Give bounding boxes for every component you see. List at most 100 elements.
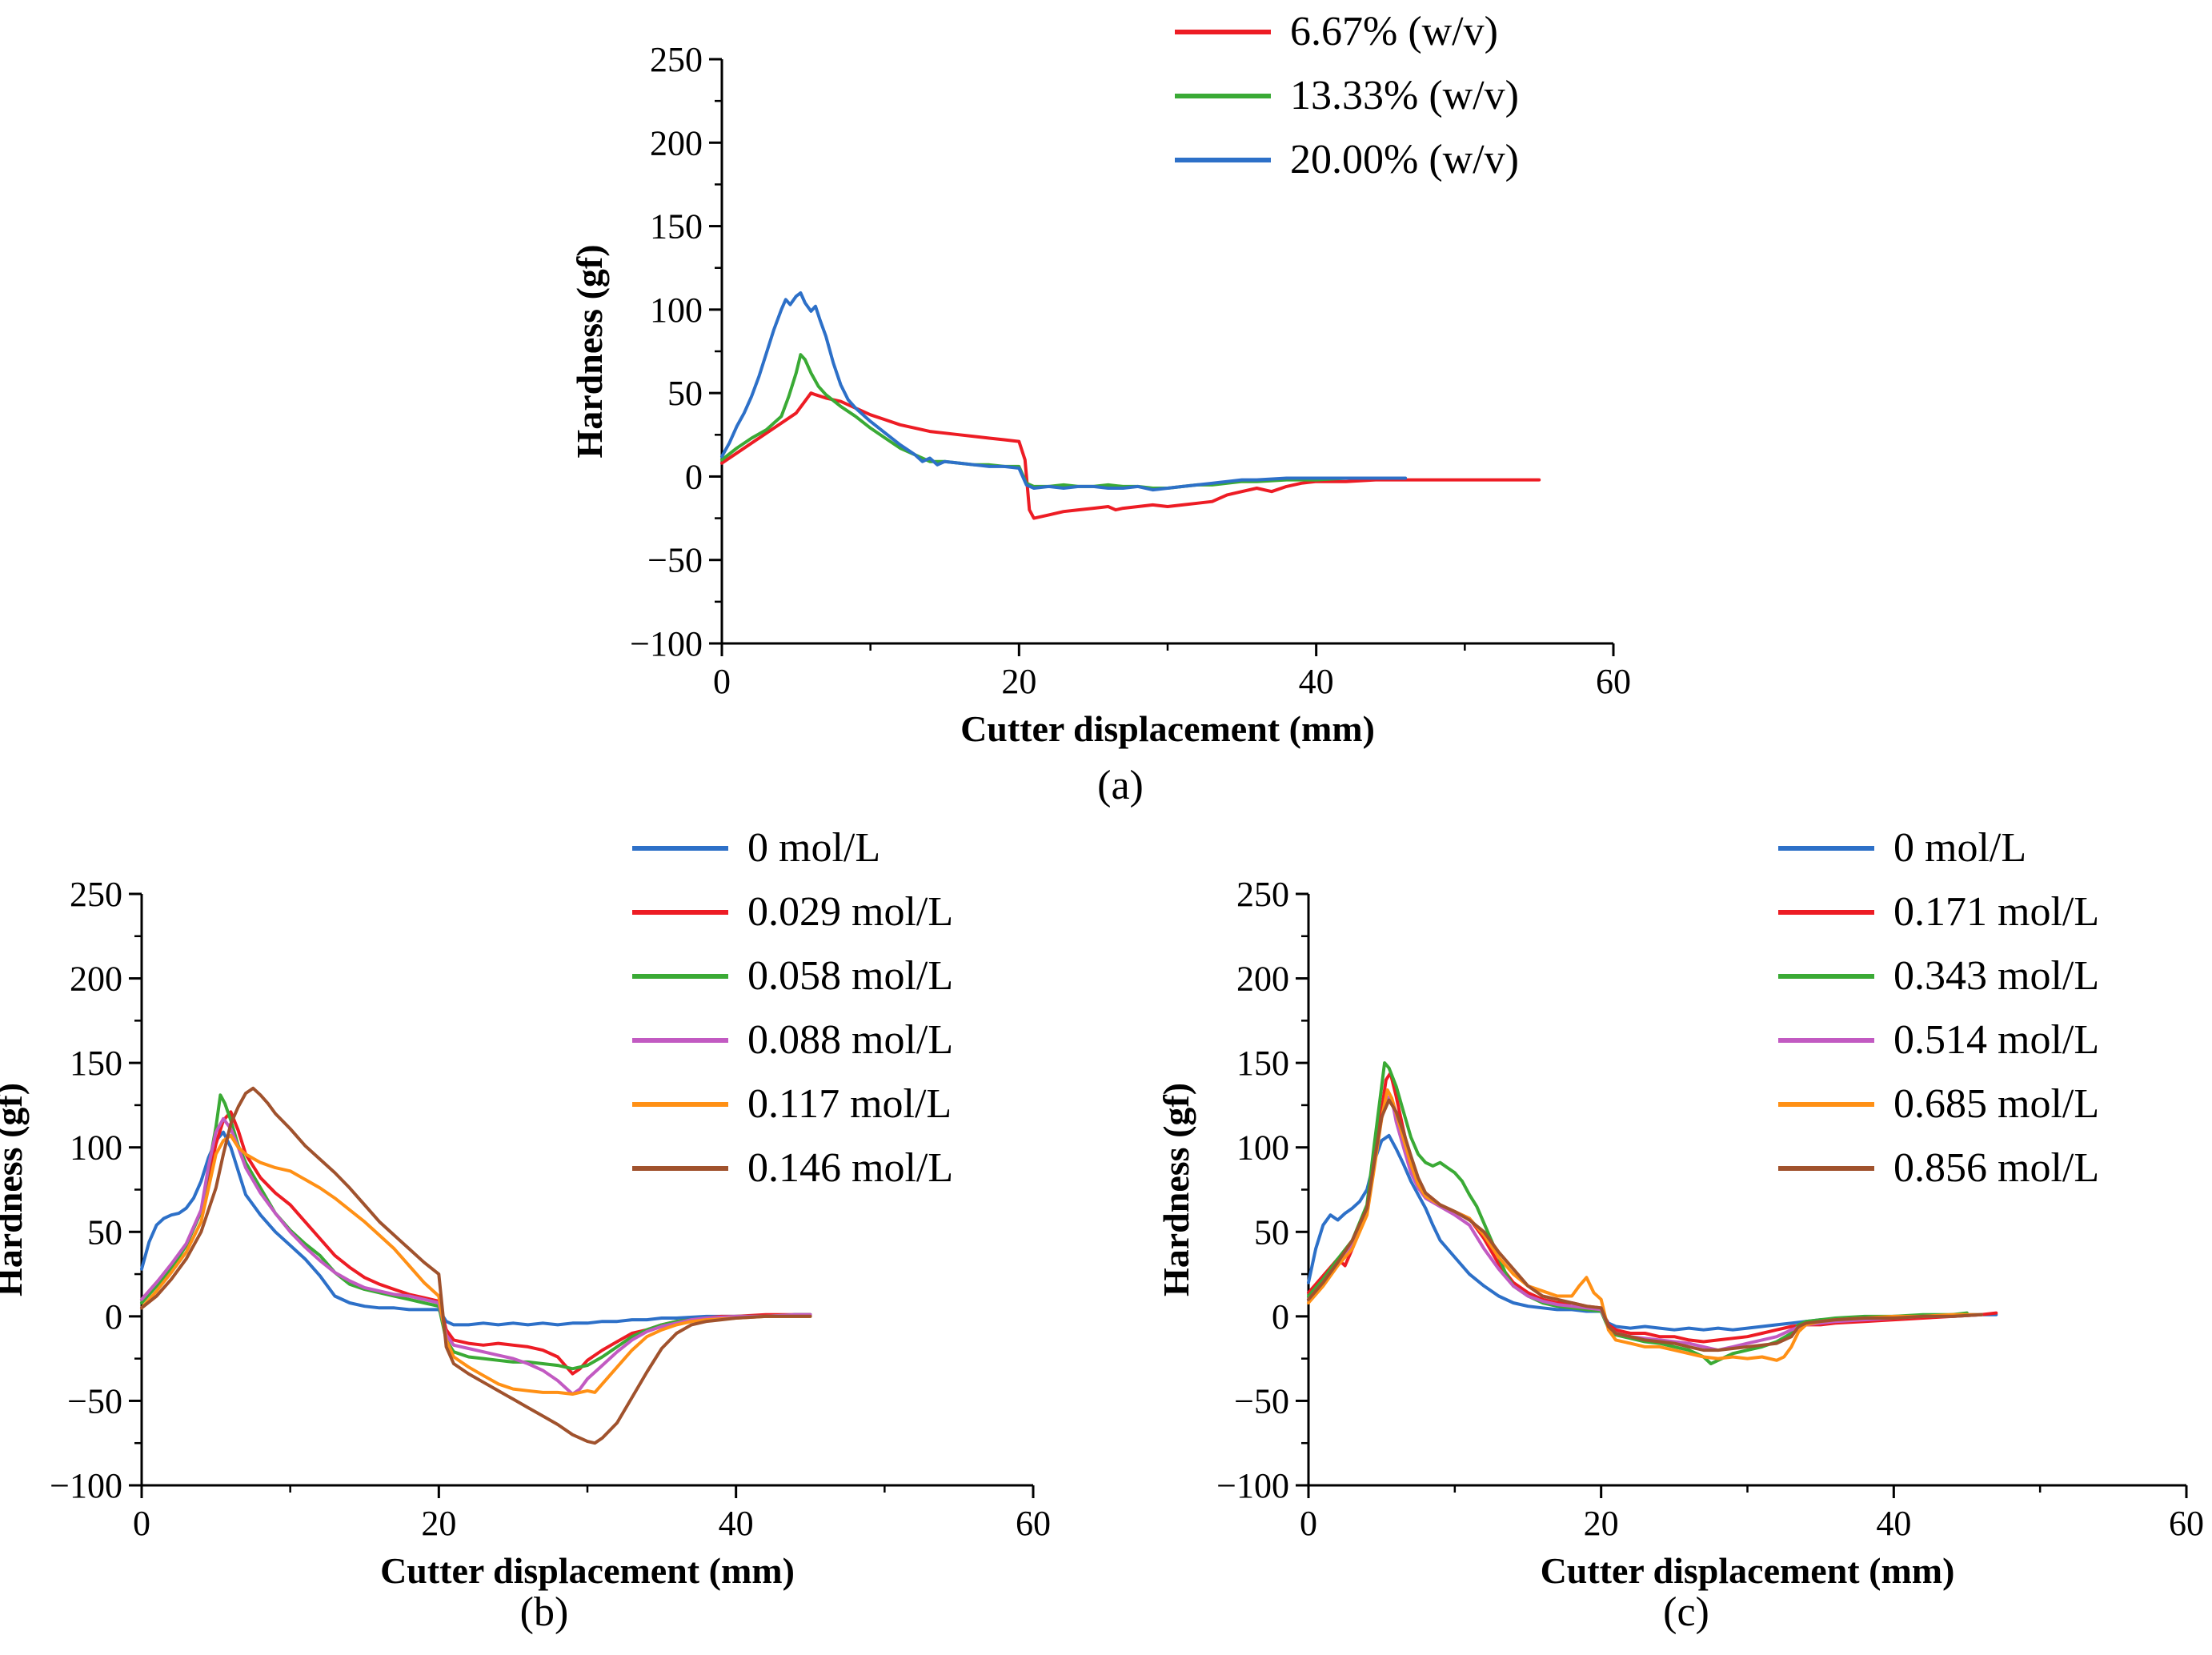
y-tick-label: 200 <box>70 960 122 999</box>
legend-line-swatch <box>632 974 728 979</box>
y-tick-label: −100 <box>630 624 703 663</box>
legend-label: 0.058 mol/L <box>747 953 954 999</box>
legend-item: 20.00% (w/v) <box>1175 128 1519 192</box>
x-tick-label: 40 <box>719 1504 754 1543</box>
legend-label: 0.171 mol/L <box>1893 889 2100 935</box>
y-tick-label: 50 <box>87 1212 122 1252</box>
legend-line-swatch <box>1175 158 1271 162</box>
y-tick-label: −100 <box>1216 1466 1289 1505</box>
x-tick-label: 0 <box>1300 1504 1317 1543</box>
x-axis-label: Cutter displacement (mm) <box>960 708 1375 749</box>
series-line-0-058-mol-L <box>140 1093 812 1371</box>
x-axis-label: Cutter displacement (mm) <box>1541 1550 1955 1591</box>
y-tick-label: −50 <box>1234 1381 1289 1421</box>
y-tick-label: 0 <box>1272 1297 1289 1336</box>
legend-line-swatch <box>1175 30 1271 34</box>
legend-item: 0.058 mol/L <box>632 944 953 1008</box>
x-tick-label: 20 <box>1584 1504 1619 1543</box>
y-tick-label: 150 <box>1236 1044 1289 1083</box>
legend-line-swatch <box>1778 974 1874 979</box>
x-tick-label: 60 <box>2169 1504 2204 1543</box>
chart-a-caption: (a) <box>1097 763 1144 808</box>
legend-label: 13.33% (w/v) <box>1290 73 1519 118</box>
chart-a-legend: 6.67% (w/v) 13.33% (w/v) 20.00% (w/v) <box>1175 0 1519 192</box>
series-line-0-mol-L <box>140 1130 812 1327</box>
y-tick-label: 250 <box>1236 875 1289 914</box>
y-tick-label: 200 <box>1236 960 1289 999</box>
legend-label: 0.856 mol/L <box>1893 1145 2100 1191</box>
chart-c-hardness-vs-displacement: −100 −50 0 50 100 150 200 250 0 20 40 60 Cutter disp… <box>1156 875 2204 1591</box>
legend-label: 0.029 mol/L <box>747 889 954 935</box>
y-tick-label: 0 <box>105 1297 122 1336</box>
y-tick-label: 200 <box>650 123 703 162</box>
legend-label: 0.146 mol/L <box>747 1145 954 1191</box>
y-tick-label: 150 <box>70 1044 122 1083</box>
legend-item: 0.088 mol/L <box>632 1008 953 1072</box>
x-tick-label: 20 <box>1001 662 1036 701</box>
legend-item: 0.171 mol/L <box>1778 880 2099 944</box>
legend-item: 0.029 mol/L <box>632 880 953 944</box>
y-tick-label: 150 <box>650 207 703 246</box>
y-tick-label: 100 <box>1236 1128 1289 1168</box>
chart-b-legend: 0 mol/L 0.029 mol/L 0.058 mol/L 0.088 mol/L… <box>632 816 953 1200</box>
y-tick-label: −50 <box>647 541 703 580</box>
y-tick-label: 100 <box>70 1128 122 1168</box>
legend-item: 0.856 mol/L <box>1778 1136 2099 1200</box>
legend-label: 0.514 mol/L <box>1893 1017 2100 1063</box>
legend-item: 6.67% (w/v) <box>1175 0 1519 64</box>
legend-item: 13.33% (w/v) <box>1175 64 1519 128</box>
chart-b-caption: (b) <box>519 1589 569 1635</box>
series-line-13-33-w-v- <box>720 353 1393 490</box>
y-tick-label: 250 <box>650 40 703 79</box>
legend-line-swatch <box>632 910 728 915</box>
legend-line-swatch <box>632 846 728 851</box>
legend-item: 0.146 mol/L <box>632 1136 953 1200</box>
y-axis-label: Hardness (gf) <box>1156 1083 1196 1296</box>
legend-item: 0 mol/L <box>1778 816 2099 880</box>
chart-a-hardness-vs-displacement: −100 −50 0 50 100 150 200 250 0 20 40 60 Cutter disp… <box>569 40 1631 749</box>
legend-label: 0.343 mol/L <box>1893 953 2100 999</box>
legend-label: 0.088 mol/L <box>747 1017 954 1063</box>
x-tick-label: 40 <box>1876 1504 1911 1543</box>
legend-line-swatch <box>1778 1102 1874 1107</box>
legend-item: 0.117 mol/L <box>632 1072 953 1136</box>
legend-label: 0.685 mol/L <box>1893 1081 2100 1127</box>
legend-item: 0 mol/L <box>632 816 953 880</box>
legend-label: 0 mol/L <box>1893 825 2027 871</box>
y-tick-label: 250 <box>70 875 122 914</box>
y-axis-label: Hardness (gf) <box>0 1083 30 1296</box>
legend-line-swatch <box>632 1038 728 1043</box>
legend-line-swatch <box>632 1102 728 1107</box>
legend-line-swatch <box>1175 94 1271 98</box>
legend-label: 6.67% (w/v) <box>1290 9 1498 54</box>
legend-item: 0.514 mol/L <box>1778 1008 2099 1072</box>
x-tick-label: 40 <box>1299 662 1334 701</box>
legend-line-swatch <box>1778 1166 1874 1171</box>
legend-line-swatch <box>1778 910 1874 915</box>
series-line-6-67-w-v- <box>720 391 1541 520</box>
y-tick-label: 50 <box>667 374 703 413</box>
legend-label: 0.117 mol/L <box>747 1081 952 1127</box>
chart-c-legend: 0 mol/L 0.171 mol/L 0.343 mol/L 0.514 mol/L… <box>1778 816 2099 1200</box>
series-line-20-00-w-v- <box>720 291 1408 492</box>
x-tick-label: 20 <box>421 1504 456 1543</box>
y-tick-label: 0 <box>685 457 703 496</box>
legend-line-swatch <box>1778 1038 1874 1043</box>
y-tick-label: 50 <box>1254 1212 1289 1252</box>
chart-c-caption: (c) <box>1663 1589 1709 1635</box>
chart-b-hardness-vs-displacement: −100 −50 0 50 100 150 200 250 0 20 40 60 Cutter disp… <box>0 875 1051 1591</box>
legend-line-swatch <box>632 1166 728 1171</box>
legend-label: 0 mol/L <box>747 825 881 871</box>
legend-item: 0.685 mol/L <box>1778 1072 2099 1136</box>
series-line-0-343-mol-L <box>1307 1061 1969 1365</box>
y-tick-label: −100 <box>50 1466 122 1505</box>
x-axis-label: Cutter displacement (mm) <box>380 1550 795 1591</box>
y-axis-label: Hardness (gf) <box>569 244 610 458</box>
x-tick-label: 0 <box>713 662 731 701</box>
y-tick-label: −50 <box>67 1381 122 1421</box>
y-tick-label: 100 <box>650 291 703 330</box>
legend-item: 0.343 mol/L <box>1778 944 2099 1008</box>
series-line-0-146-mol-L <box>140 1086 812 1445</box>
x-tick-label: 60 <box>1016 1504 1051 1543</box>
